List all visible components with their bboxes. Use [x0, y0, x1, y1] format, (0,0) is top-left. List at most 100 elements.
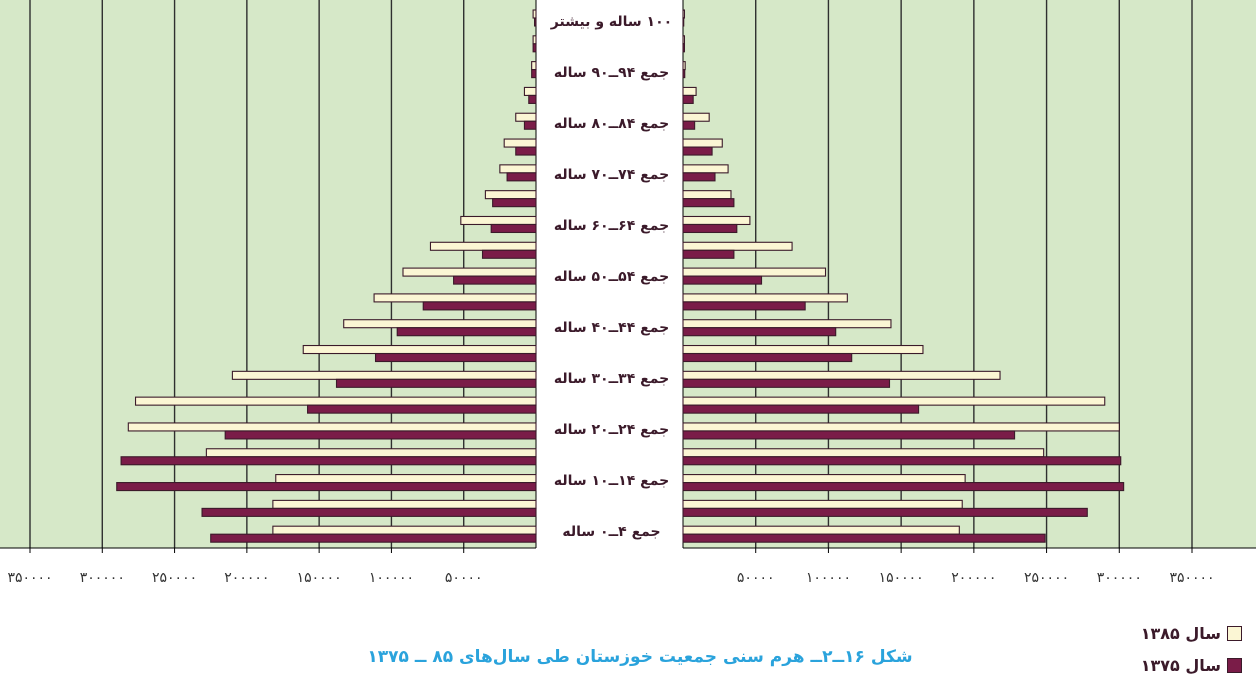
bar-right-1375-4: [682, 120, 696, 130]
age-label-5: جمع ۵۴ــ۵۰ ساله: [554, 269, 669, 285]
bar-left-1375-7: [492, 198, 537, 208]
bar-right-1375-16: [682, 430, 1016, 440]
age-label-6: جمع ۴۴ــ۴۰ ساله: [554, 320, 669, 336]
bar-left-1375-16: [224, 430, 537, 440]
left-tick-label-4: ۲۰۰۰۰۰: [224, 570, 269, 586]
age-label-9: جمع ۱۴ــ۱۰ ساله: [554, 473, 669, 489]
bar-left-1375-4: [523, 120, 537, 130]
bar-right-1385-8: [682, 215, 751, 226]
bar-left-1375-15: [307, 404, 537, 414]
age-label-0: ۱۰۰ ساله و بیشتر: [550, 14, 672, 30]
legend: سال ۱۳۸۵ سال ۱۳۷۵: [1092, 620, 1242, 684]
bar-left-1385-20: [272, 525, 537, 535]
bar-right-1375-0: [682, 17, 685, 27]
bar-left-1385-12: [343, 319, 537, 329]
bar-left-1375-1: [532, 43, 537, 53]
bar-left-1385-9: [429, 241, 537, 251]
chart-caption: شکل ۱۶ــ۲ــ هرم سنی جمعیت خوزستان طی سال…: [367, 647, 913, 667]
bar-right-1375-8: [682, 223, 738, 234]
left-tick-label-1: ۵۰۰۰۰: [445, 570, 483, 586]
bar-left-1385-15: [134, 396, 537, 406]
bar-right-1385-9: [682, 241, 793, 251]
bar-left-1385-5: [503, 138, 537, 148]
bar-right-1385-2: [682, 61, 686, 71]
bar-left-1375-19: [201, 507, 537, 517]
bar-left-1385-13: [302, 344, 537, 355]
right-tick-label-4: ۲۰۰۰۰۰: [951, 570, 996, 586]
bar-right-1385-20: [682, 525, 960, 535]
left-tick-label-6: ۳۰۰۰۰۰: [80, 570, 125, 586]
bar-right-1375-15: [682, 404, 920, 414]
legend-item-1385: سال ۱۳۸۵: [1092, 620, 1242, 646]
bar-right-1375-20: [682, 533, 1046, 543]
bar-right-1385-4: [682, 112, 710, 122]
bar-right-1385-18: [682, 474, 966, 484]
legend-item-1375: سال ۱۳۷۵: [1092, 652, 1242, 678]
bar-right-1375-13: [682, 352, 853, 363]
bar-left-1375-9: [481, 249, 537, 259]
bar-left-1385-1: [532, 35, 537, 45]
bar-right-1375-12: [682, 327, 837, 337]
bar-right-1385-0: [682, 9, 686, 19]
bar-right-1375-18: [682, 482, 1125, 492]
left-tick-label-5: ۲۵۰۰۰۰: [152, 570, 197, 586]
bar-right-1375-2: [682, 69, 686, 79]
bar-left-1375-20: [210, 533, 537, 543]
bar-right-1375-6: [682, 172, 716, 182]
age-label-3: جمع ۷۴ــ۷۰ ساله: [554, 167, 669, 183]
bar-right-1375-3: [682, 94, 694, 104]
bar-right-1375-10: [682, 275, 763, 285]
age-label-7: جمع ۳۴ــ۳۰ ساله: [554, 371, 669, 387]
bar-left-1375-13: [374, 352, 537, 363]
bar-left-1375-14: [335, 378, 537, 388]
bar-left-1385-8: [460, 215, 537, 226]
left-tick-label-3: ۱۵۰۰۰۰: [297, 570, 342, 586]
bar-left-1385-2: [531, 61, 537, 71]
bar-right-1385-16: [682, 422, 1120, 432]
bar-right-1375-11: [682, 301, 806, 311]
right-tick-label-1: ۵۰۰۰۰: [737, 570, 775, 586]
bar-left-1385-6: [499, 164, 537, 174]
right-tick-label-7: ۳۵۰۰۰۰: [1169, 570, 1214, 586]
bar-right-1385-17: [682, 448, 1045, 458]
bar-left-1375-12: [396, 327, 537, 337]
legend-label-1375: سال ۱۳۷۵: [1140, 655, 1221, 675]
right-tick-label-5: ۲۵۰۰۰۰: [1024, 570, 1069, 586]
bar-left-1385-0: [532, 9, 537, 19]
bar-left-1375-5: [515, 146, 537, 156]
bar-left-1375-6: [506, 172, 537, 182]
bar-right-1375-19: [682, 507, 1088, 517]
bar-right-1375-17: [682, 456, 1122, 466]
age-label-10: جمع ۴ــ۰ ساله: [562, 524, 660, 540]
bar-left-1385-14: [231, 370, 537, 380]
bar-left-1385-19: [272, 499, 537, 509]
bar-right-1385-5: [682, 138, 723, 148]
bar-left-1375-3: [528, 94, 537, 104]
bar-left-1375-8: [490, 223, 537, 234]
left-tick-label-7: ۳۵۰۰۰۰: [7, 570, 52, 586]
bar-left-1385-11: [373, 293, 537, 303]
bar-right-1385-10: [682, 267, 827, 277]
bar-left-1385-3: [523, 86, 537, 96]
right-tick-label-6: ۳۰۰۰۰۰: [1097, 570, 1142, 586]
bar-right-1385-7: [682, 190, 732, 200]
bar-right-1385-11: [682, 293, 848, 303]
bar-left-1375-10: [453, 275, 537, 285]
bar-right-1385-12: [682, 319, 892, 329]
age-label-1: جمع ۹۴ــ۹۰ ساله: [554, 65, 669, 81]
bar-right-1375-7: [682, 198, 735, 208]
bar-left-1375-2: [531, 69, 537, 79]
bar-left-1385-4: [515, 112, 537, 122]
age-label-2: جمع ۸۴ــ۸۰ ساله: [554, 116, 669, 132]
bar-left-1385-7: [484, 190, 537, 200]
legend-label-1385: سال ۱۳۸۵: [1140, 623, 1221, 643]
bar-right-1385-6: [682, 164, 729, 174]
age-label-4: جمع ۶۴ــ۶۰ ساله: [554, 218, 669, 234]
age-label-8: جمع ۲۴ــ۲۰ ساله: [554, 422, 669, 438]
bar-left-1385-17: [205, 448, 537, 458]
bar-right-1385-13: [682, 344, 924, 355]
bar-right-1375-14: [682, 378, 891, 388]
legend-swatch-1385: [1227, 625, 1242, 641]
